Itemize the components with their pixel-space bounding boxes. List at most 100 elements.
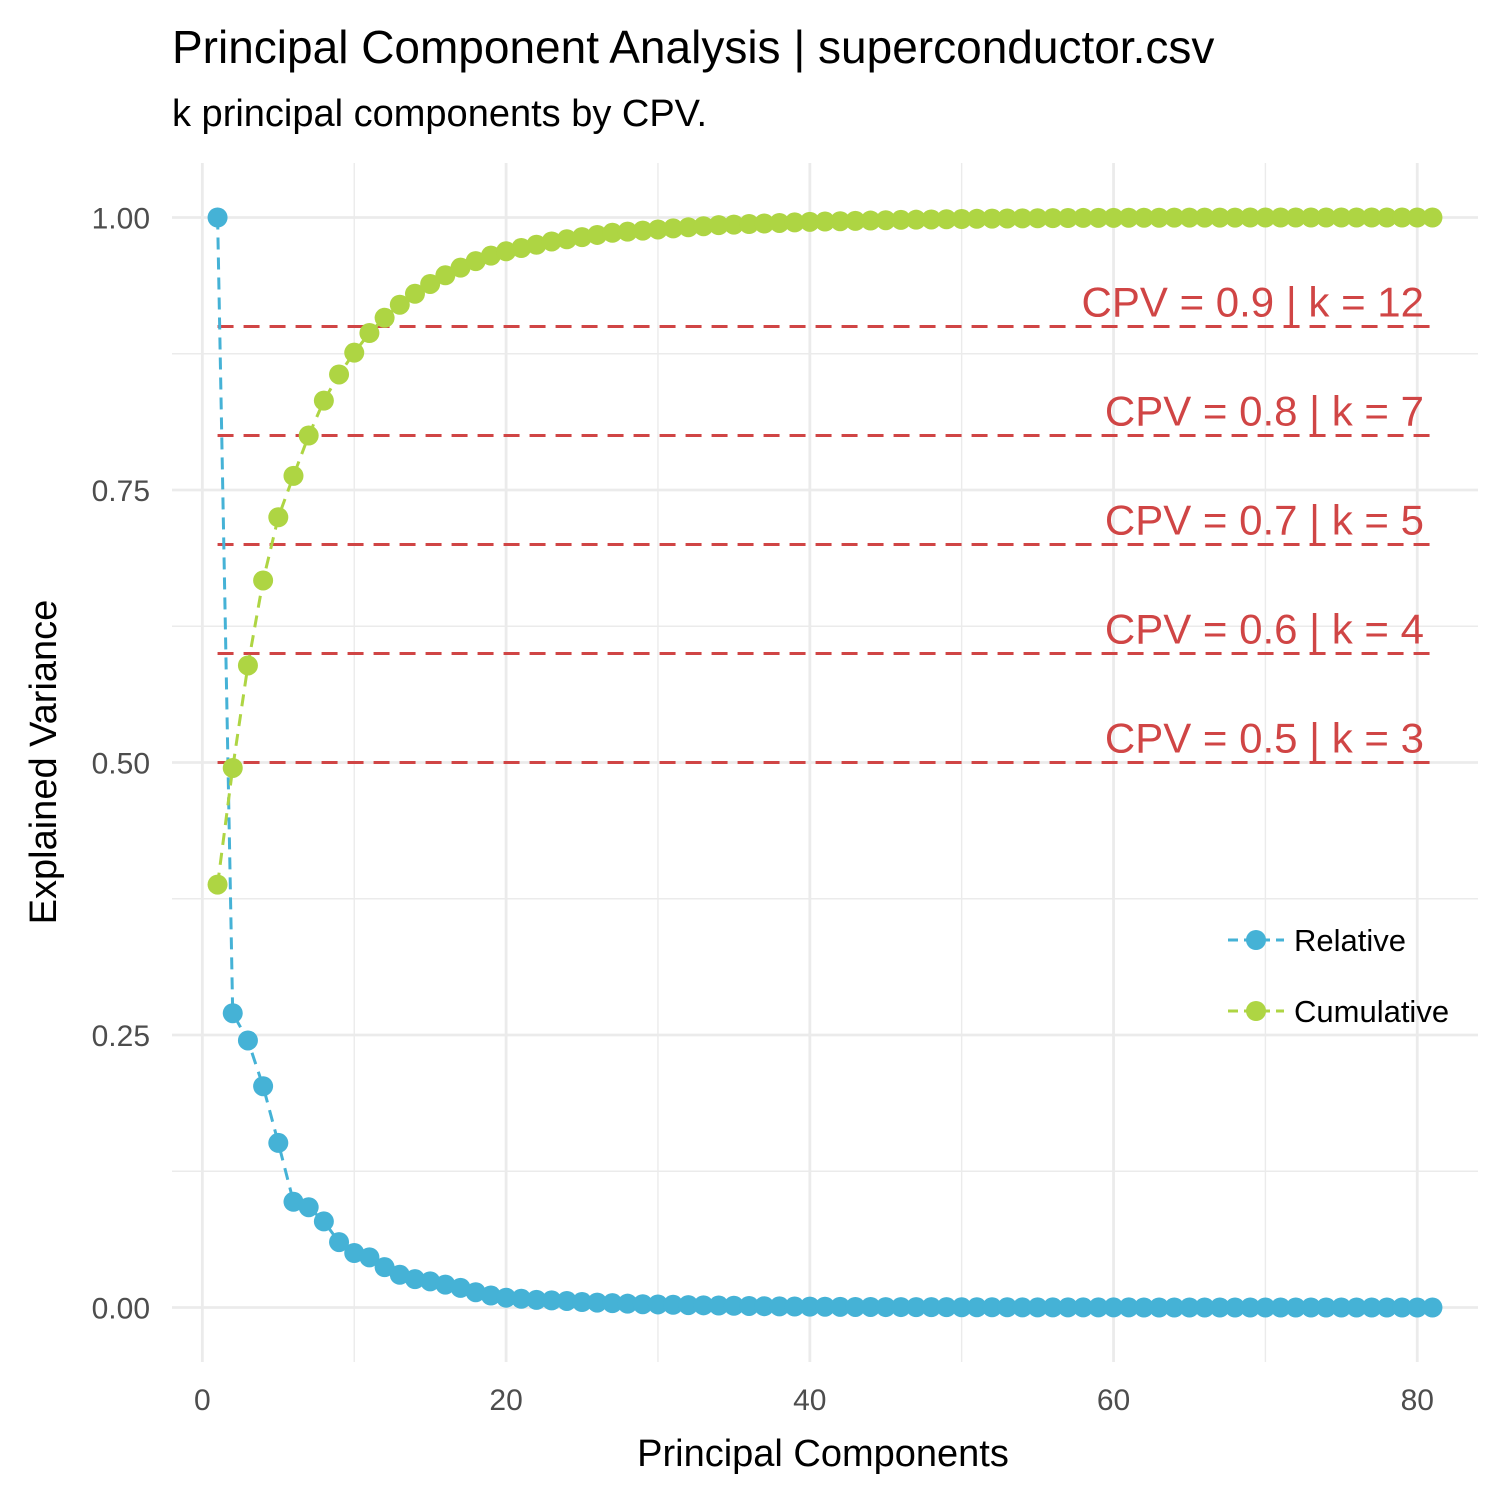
data-point-cumulative: [860, 210, 881, 231]
data-point-relative: [1149, 1297, 1170, 1318]
data-point-relative: [617, 1293, 638, 1314]
data-point-cumulative: [678, 217, 699, 238]
cpv-threshold-label: CPV = 0.8 | k = 7: [1105, 388, 1424, 435]
data-point-cumulative: [359, 323, 380, 344]
y-tick-label: 0.50: [92, 748, 150, 781]
cpv-threshold-label: CPV = 0.7 | k = 5: [1105, 497, 1424, 544]
data-point-relative: [1346, 1297, 1367, 1318]
legend-label: Relative: [1294, 923, 1406, 958]
data-point-cumulative: [465, 251, 486, 272]
data-point-cumulative: [1270, 207, 1291, 228]
data-point-relative: [1240, 1297, 1261, 1318]
data-point-cumulative: [541, 231, 562, 252]
data-point-cumulative: [556, 229, 577, 250]
y-axis-title: Explained Variance: [23, 600, 65, 925]
data-point-cumulative: [1422, 207, 1443, 228]
data-point-cumulative: [1225, 207, 1246, 228]
data-point-cumulative: [708, 215, 729, 236]
data-point-cumulative: [890, 209, 911, 230]
data-point-relative: [875, 1297, 896, 1318]
data-point-relative: [298, 1197, 319, 1218]
data-point-cumulative: [344, 342, 365, 363]
y-tick-label: 0.25: [92, 1020, 150, 1053]
data-point-relative: [283, 1191, 304, 1212]
data-point-cumulative: [1179, 207, 1200, 228]
data-point-cumulative: [921, 209, 942, 230]
data-point-relative: [1012, 1297, 1033, 1318]
data-point-cumulative: [1042, 208, 1063, 229]
data-point-relative: [830, 1296, 851, 1317]
cpv-threshold-label: CPV = 0.6 | k = 4: [1105, 606, 1424, 653]
data-point-relative: [1209, 1297, 1230, 1318]
data-point-relative: [1361, 1297, 1382, 1318]
y-tick-label: 0.75: [92, 475, 150, 508]
cpv-threshold-labels: CPV = 0.9 | k = 12 CPV = 0.8 | k = 7 CPV =…: [1082, 279, 1424, 762]
data-point-cumulative: [1407, 207, 1428, 228]
data-point-relative: [374, 1257, 395, 1278]
data-point-cumulative: [951, 209, 972, 230]
data-point-cumulative: [237, 655, 258, 676]
data-point-relative: [526, 1289, 547, 1310]
data-point-cumulative: [1149, 207, 1170, 228]
data-point-cumulative: [1300, 207, 1321, 228]
data-point-relative: [1392, 1297, 1413, 1318]
data-point-relative: [420, 1271, 441, 1292]
data-point-cumulative: [511, 238, 532, 259]
data-point-cumulative: [1194, 207, 1215, 228]
data-point-relative: [556, 1290, 577, 1311]
data-point-relative: [1422, 1297, 1443, 1318]
data-point-cumulative: [906, 209, 927, 230]
data-point-cumulative: [435, 265, 456, 286]
data-point-relative: [1118, 1297, 1139, 1318]
data-point-cumulative: [632, 220, 653, 241]
cpv-threshold-label: CPV = 0.5 | k = 3: [1105, 715, 1424, 762]
data-point-cumulative: [572, 227, 593, 248]
data-point-cumulative: [253, 570, 274, 591]
data-point-cumulative: [617, 221, 638, 242]
data-point-cumulative: [754, 213, 775, 234]
data-point-cumulative: [739, 214, 760, 235]
data-point-relative: [237, 1030, 258, 1051]
data-point-relative: [1255, 1297, 1276, 1318]
x-axis-title: Principal Components: [637, 1433, 1009, 1475]
data-point-relative: [268, 1132, 289, 1153]
data-point-relative: [587, 1292, 608, 1313]
data-point-cumulative: [982, 208, 1003, 229]
data-point-cumulative: [298, 425, 319, 446]
data-point-relative: [344, 1243, 365, 1263]
data-point-relative: [693, 1295, 714, 1316]
data-point-cumulative: [1057, 208, 1078, 229]
data-point-relative: [997, 1297, 1018, 1318]
data-point-cumulative: [526, 234, 547, 255]
data-point-relative: [951, 1297, 972, 1318]
data-point-relative: [1331, 1297, 1352, 1318]
data-point-relative: [329, 1232, 350, 1253]
data-point-relative: [602, 1293, 623, 1314]
data-point-cumulative: [1346, 207, 1367, 228]
data-point-cumulative: [1103, 207, 1124, 228]
x-tick-label: 80: [1401, 1384, 1434, 1417]
data-point-relative: [1407, 1297, 1428, 1318]
data-point-cumulative: [1118, 207, 1139, 228]
data-point-cumulative: [966, 208, 987, 229]
data-point-relative: [966, 1297, 987, 1318]
data-point-relative: [1073, 1297, 1094, 1318]
legend-item-relative: Relative: [1228, 923, 1406, 958]
data-point-cumulative: [496, 241, 517, 262]
data-point-cumulative: [1331, 207, 1352, 228]
data-point-cumulative: [329, 364, 350, 385]
data-point-cumulative: [815, 211, 835, 232]
data-point-cumulative: [663, 218, 684, 239]
data-point-relative: [663, 1294, 684, 1315]
data-point-relative: [511, 1288, 532, 1309]
data-point-relative: [480, 1285, 501, 1306]
data-point-relative: [678, 1295, 699, 1316]
data-point-cumulative: [602, 222, 623, 243]
data-point-relative: [769, 1296, 790, 1317]
data-point-cumulative: [647, 219, 668, 240]
cpv-threshold-lines: [217, 325, 1433, 764]
data-point-cumulative: [480, 245, 501, 266]
cpv-threshold-label: CPV = 0.9 | k = 12: [1082, 279, 1424, 326]
legend: Relative Cumulative: [1228, 923, 1449, 1029]
